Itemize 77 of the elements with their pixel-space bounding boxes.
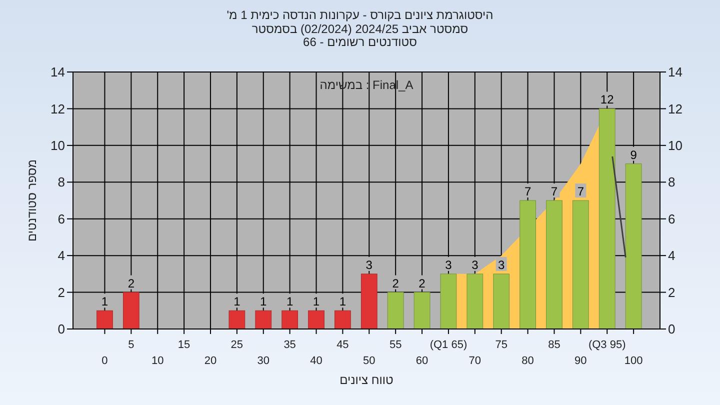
x-tick-label: 90 bbox=[574, 355, 587, 367]
bar bbox=[96, 310, 113, 330]
y2-tick-label: 6 bbox=[668, 211, 676, 226]
data-label: 7 bbox=[550, 184, 558, 198]
data-label: 3 bbox=[445, 258, 452, 272]
bar bbox=[625, 164, 642, 330]
data-label: 9 bbox=[630, 148, 638, 162]
x-tick-label: 0 bbox=[102, 355, 108, 367]
data-label: 3 bbox=[498, 258, 506, 272]
data-label: 2 bbox=[418, 276, 426, 290]
x-tick-label: 100 bbox=[624, 355, 643, 367]
bar bbox=[546, 200, 562, 330]
bar bbox=[520, 200, 536, 330]
x-tick-label: 40 bbox=[310, 355, 322, 367]
data-label: 12 bbox=[600, 92, 614, 107]
bar bbox=[228, 310, 246, 330]
data-label: 7 bbox=[524, 184, 532, 198]
data-label: 1 bbox=[101, 294, 108, 309]
x-tick-label: 80 bbox=[522, 355, 534, 367]
data-label: 7 bbox=[577, 184, 584, 198]
data-label: 3 bbox=[366, 258, 373, 272]
y-tick-label: 12 bbox=[50, 101, 65, 116]
data-label: 1 bbox=[312, 294, 320, 309]
y-tick-label: 8 bbox=[58, 174, 65, 190]
bar bbox=[360, 274, 378, 330]
bar bbox=[572, 200, 589, 330]
x-tick-label: 30 bbox=[257, 355, 270, 367]
y2-tick-label: 12 bbox=[668, 101, 682, 116]
y-tick-label: 10 bbox=[50, 138, 65, 153]
bar bbox=[308, 310, 324, 330]
data-label: 2 bbox=[128, 276, 135, 290]
y-tick-label: 4 bbox=[58, 248, 65, 264]
x2-tick-label: 35 bbox=[284, 339, 296, 351]
y2-tick-label: 10 bbox=[668, 138, 682, 153]
x-axis-title: טווח ציונים bbox=[340, 373, 394, 387]
x2-tick-label: (Q1 65) bbox=[430, 339, 468, 351]
data-label: 1 bbox=[260, 294, 268, 309]
bar bbox=[493, 274, 510, 330]
data-label: 1 bbox=[339, 294, 346, 309]
x-tick-label: 50 bbox=[363, 355, 376, 367]
y-tick-label: 6 bbox=[58, 211, 65, 226]
bar bbox=[122, 292, 140, 330]
bar bbox=[334, 310, 351, 330]
bar bbox=[598, 108, 616, 330]
bar bbox=[255, 310, 272, 330]
y2-tick-label: 2 bbox=[668, 284, 676, 300]
bar bbox=[466, 274, 484, 330]
chart-title: היסטוגרמת ציונים בקורס - עקרונות הנדסה כימית 1 מ' bbox=[226, 8, 494, 22]
bar bbox=[387, 292, 404, 330]
y-tick-label: 2 bbox=[58, 284, 65, 300]
y2-tick-label: 14 bbox=[668, 64, 682, 80]
x2-tick-label: (Q3 95) bbox=[588, 339, 626, 351]
data-label: 1 bbox=[234, 294, 241, 309]
bar bbox=[282, 310, 298, 330]
x2-tick-label: 15 bbox=[178, 339, 190, 351]
x-tick-label: 70 bbox=[468, 355, 482, 367]
x2-tick-label: 55 bbox=[389, 339, 402, 351]
bar bbox=[414, 292, 430, 330]
x-tick-label: 20 bbox=[204, 355, 217, 367]
y2-tick-label: 4 bbox=[668, 248, 676, 264]
bar bbox=[440, 274, 457, 330]
y-tick-label: 0 bbox=[58, 322, 65, 337]
data-label: 2 bbox=[392, 276, 400, 290]
x2-tick-label: 85 bbox=[548, 339, 560, 351]
y2-tick-label: 0 bbox=[668, 322, 676, 337]
x-tick-label: 10 bbox=[151, 355, 164, 367]
y-tick-label: 14 bbox=[50, 64, 65, 80]
chart-subtitle: סמסטר אביב 2024/25 (02/2024) בסמסטר סטודנטים רשומים - 66 bbox=[252, 22, 468, 49]
y-axis-title: מספר סטודנטים bbox=[25, 159, 39, 242]
x-tick-label: 60 bbox=[416, 355, 428, 367]
data-label: 1 bbox=[286, 294, 294, 309]
data-label: 3 bbox=[472, 258, 479, 272]
x2-tick-label: 45 bbox=[336, 339, 349, 351]
x2-tick-label: 5 bbox=[128, 339, 134, 351]
x2-tick-label: 25 bbox=[230, 339, 244, 351]
x2-tick-label: 75 bbox=[495, 339, 508, 351]
y2-tick-label: 8 bbox=[668, 174, 676, 190]
